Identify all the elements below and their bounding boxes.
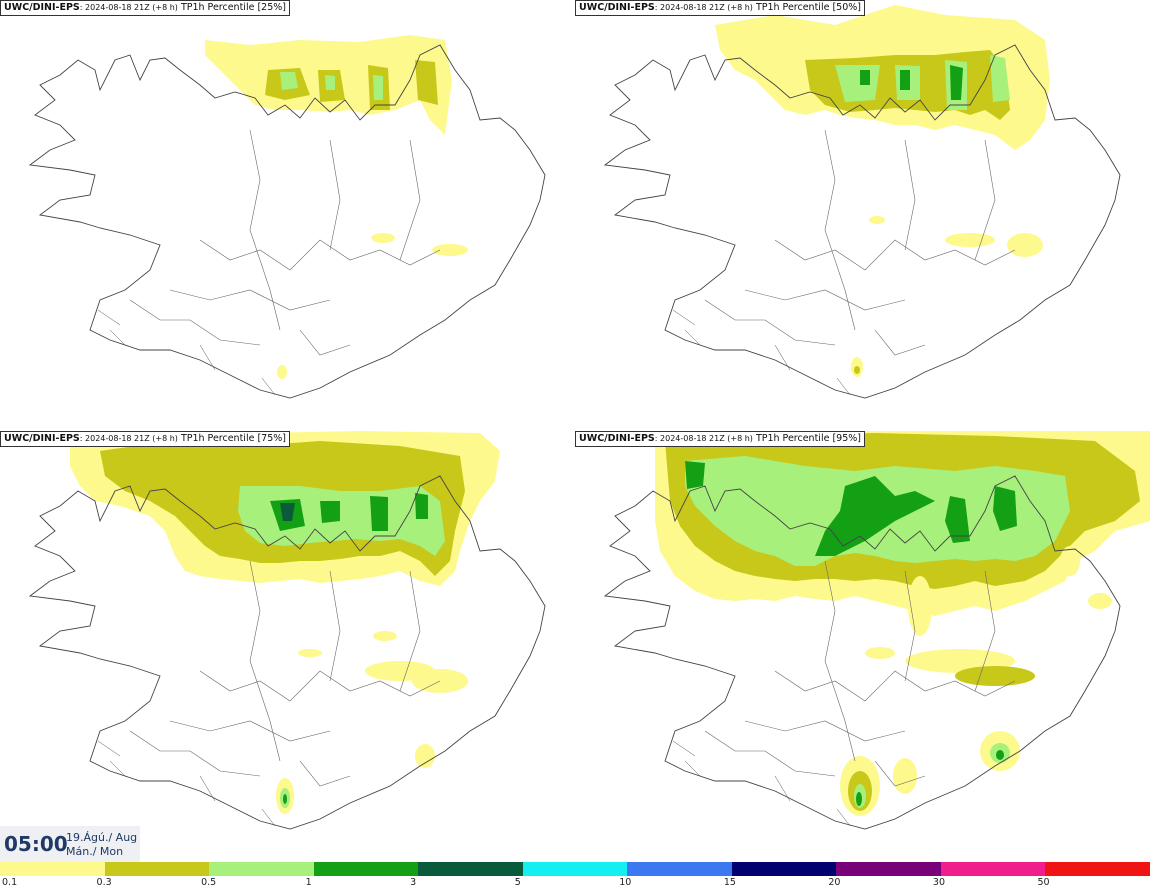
colorbar-tick-label: 5	[514, 877, 521, 888]
colorbar-segment	[627, 862, 732, 876]
colorbar-tick-label: 20	[828, 877, 841, 888]
panel-title-p95: UWC/DINI-EPS: 2024-08-18 21Z (+8 h) TP1h…	[575, 431, 865, 447]
colorbar-tick-label: 3	[410, 877, 417, 888]
colorbar-segment	[418, 862, 523, 876]
valid-date-line1: 19.Ágú./ Aug	[66, 831, 138, 844]
field-name: TP1h Percentile [95%]	[755, 433, 861, 444]
precip-map-p50	[604, 5, 1121, 399]
valid-time-box: 05:00 19.Ágú./ Aug Mán./ Mon	[0, 826, 140, 862]
precip-map-p75	[29, 431, 546, 830]
colorbar-segment	[209, 862, 314, 876]
colorbar-tick-label: 10	[619, 877, 632, 888]
run-info: : 2024-08-18 21Z (+8 h)	[79, 3, 178, 12]
colorbar-tick-label: 50	[1037, 877, 1050, 888]
map-panel-p25: UWC/DINI-EPS: 2024-08-18 21Z (+8 h) TP1h…	[0, 0, 575, 431]
colorbar-segment	[0, 862, 105, 876]
precip-map-p95	[604, 431, 1150, 830]
colorbar-tick-label: 0.1	[2, 877, 18, 888]
field-name: TP1h Percentile [75%]	[180, 433, 286, 444]
colorbar-segment	[313, 862, 419, 876]
panel-title-p25: UWC/DINI-EPS: 2024-08-18 21Z (+8 h) TP1h…	[0, 0, 290, 16]
model-name: UWC/DINI-EPS	[579, 2, 655, 13]
model-name: UWC/DINI-EPS	[4, 433, 80, 444]
valid-time-date: 19.Ágú./ Aug Mán./ Mon	[66, 831, 137, 859]
precip-map-p25	[29, 35, 546, 399]
map-panel-p75: UWC/DINI-EPS: 2024-08-18 21Z (+8 h) TP1h…	[0, 431, 575, 862]
valid-date-line2: Mán./ Mon	[66, 845, 124, 858]
run-info: : 2024-08-18 21Z (+8 h)	[654, 3, 753, 12]
colorbar-tick-label: 15	[723, 877, 736, 888]
colorbar-segment	[522, 862, 628, 876]
map-panel-p50: UWC/DINI-EPS: 2024-08-18 21Z (+8 h) TP1h…	[575, 0, 1150, 431]
colorbar-segment	[940, 862, 1046, 876]
model-name: UWC/DINI-EPS	[579, 433, 655, 444]
field-name: TP1h Percentile [25%]	[180, 2, 286, 13]
colorbar-segment	[731, 862, 837, 876]
colorbar-tick-label: 0.5	[201, 877, 217, 888]
colorbar-tick-label: 0.3	[96, 877, 112, 888]
valid-time-clock: 05:00	[4, 832, 68, 856]
colorbar	[0, 862, 1150, 876]
colorbar-labels: 0.1 0.3 0.5 1 3 5 10 15 20 30 50	[0, 877, 1150, 891]
colorbar-segment	[104, 862, 210, 876]
panel-title-p75: UWC/DINI-EPS: 2024-08-18 21Z (+8 h) TP1h…	[0, 431, 290, 447]
model-name: UWC/DINI-EPS	[4, 2, 80, 13]
run-info: : 2024-08-18 21Z (+8 h)	[654, 434, 753, 443]
colorbar-segment	[1045, 862, 1150, 876]
colorbar-tick-label: 1	[305, 877, 312, 888]
colorbar-tick-label: 30	[932, 877, 945, 888]
colorbar-segment	[836, 862, 941, 876]
panel-title-p50: UWC/DINI-EPS: 2024-08-18 21Z (+8 h) TP1h…	[575, 0, 865, 16]
map-panel-p95: UWC/DINI-EPS: 2024-08-18 21Z (+8 h) TP1h…	[575, 431, 1150, 862]
run-info: : 2024-08-18 21Z (+8 h)	[79, 434, 178, 443]
field-name: TP1h Percentile [50%]	[755, 2, 861, 13]
